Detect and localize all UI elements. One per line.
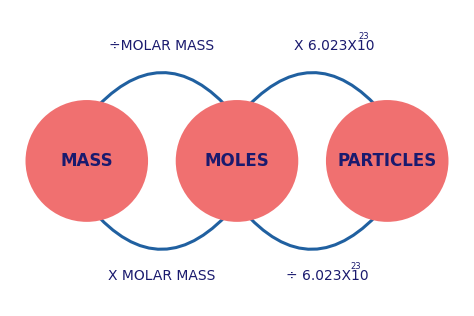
Text: X 6.023X10: X 6.023X10	[294, 39, 375, 53]
Ellipse shape	[26, 100, 148, 222]
Text: MOLES: MOLES	[205, 152, 269, 170]
Text: 23: 23	[358, 32, 369, 41]
Text: ÷MOLAR MASS: ÷MOLAR MASS	[109, 39, 214, 53]
Ellipse shape	[326, 100, 448, 222]
Text: PARTICLES: PARTICLES	[337, 152, 437, 170]
Ellipse shape	[176, 100, 298, 222]
Text: MASS: MASS	[61, 152, 113, 170]
Text: 23: 23	[351, 262, 361, 270]
Text: X MOLAR MASS: X MOLAR MASS	[108, 269, 216, 283]
Text: ÷ 6.023X10: ÷ 6.023X10	[286, 269, 369, 283]
